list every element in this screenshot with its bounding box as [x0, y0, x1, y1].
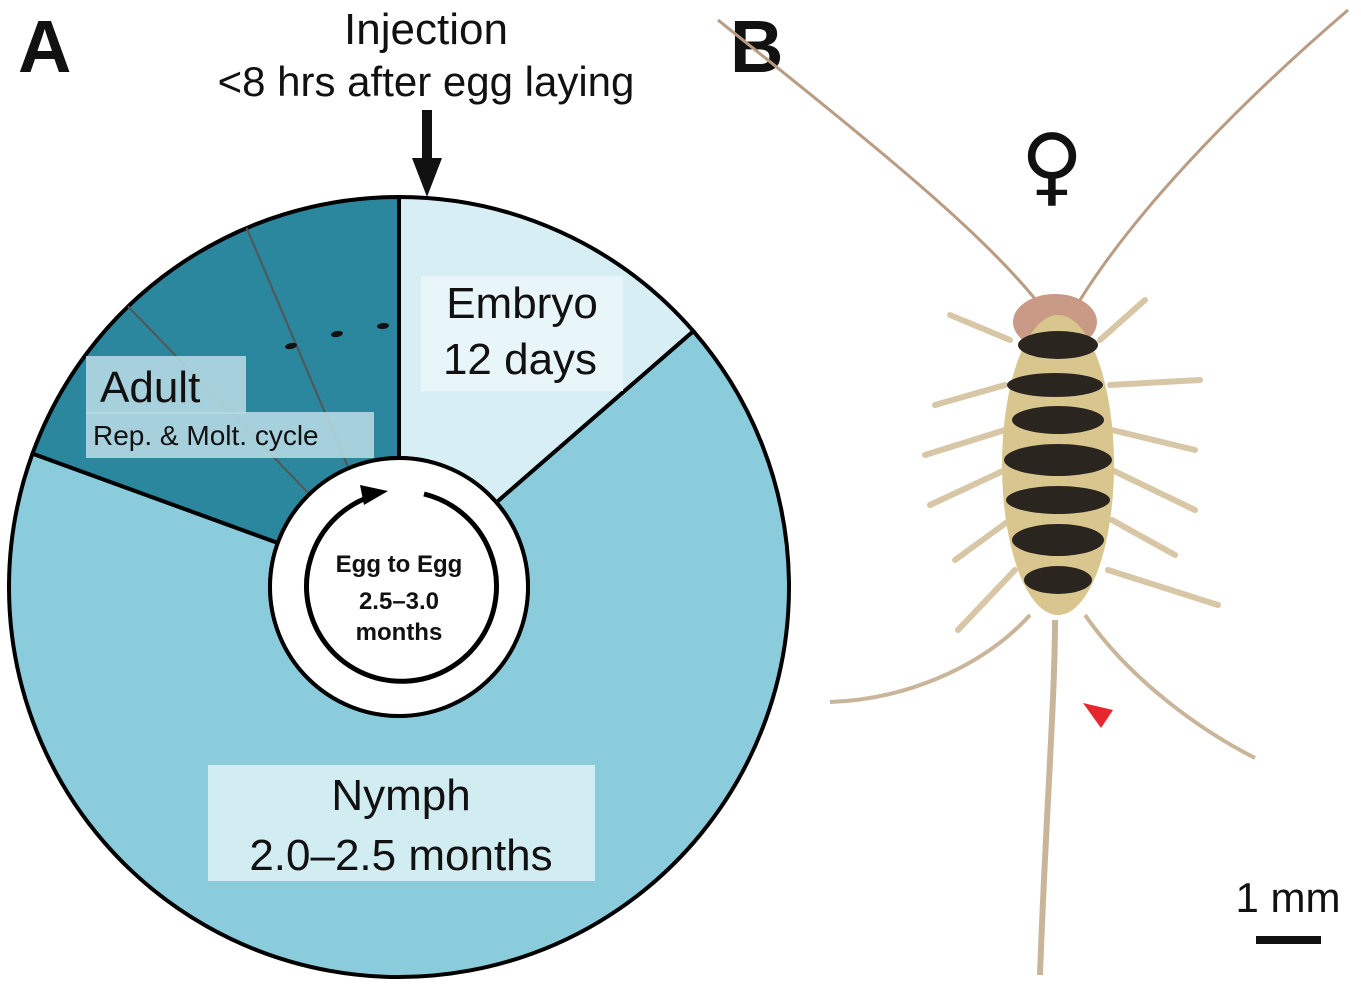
scale-bar-label: 1 mm: [1236, 874, 1341, 921]
injection-title: Injection: [344, 5, 508, 54]
panel-label-b: B: [730, 5, 783, 88]
female-symbol: ♀: [1021, 116, 1084, 216]
continuation-dots: [285, 322, 389, 350]
adult-label: Adult: [100, 363, 200, 412]
nymph-label: Nymph: [331, 771, 470, 820]
adult-note-box: [86, 412, 374, 458]
cycle-arrowhead: [360, 485, 388, 505]
center-text-line1: Egg to Egg: [336, 551, 463, 578]
injection-arrow: [412, 110, 442, 197]
center-text-line2: 2.5–3.0: [359, 588, 439, 615]
nymph-duration: 2.0–2.5 months: [249, 831, 552, 880]
scale-bar: [1256, 936, 1321, 944]
center-text-line3: months: [356, 619, 443, 646]
panel-label-a: A: [18, 5, 71, 88]
adult-note: Rep. & Molt. cycle: [93, 420, 319, 451]
embryo-label: Embryo: [446, 279, 598, 328]
adult-label-box: [86, 356, 246, 414]
embryo-duration: 12 days: [443, 335, 597, 384]
cycle-arrow-ring: [304, 491, 499, 684]
red-arrowhead: [1083, 703, 1113, 728]
silverfish-illustration: [717, 8, 1349, 976]
embryo-label-box: [421, 276, 623, 391]
injection-subtitle: <8 hrs after egg laying: [218, 58, 635, 105]
nymph-label-box: [208, 765, 595, 881]
